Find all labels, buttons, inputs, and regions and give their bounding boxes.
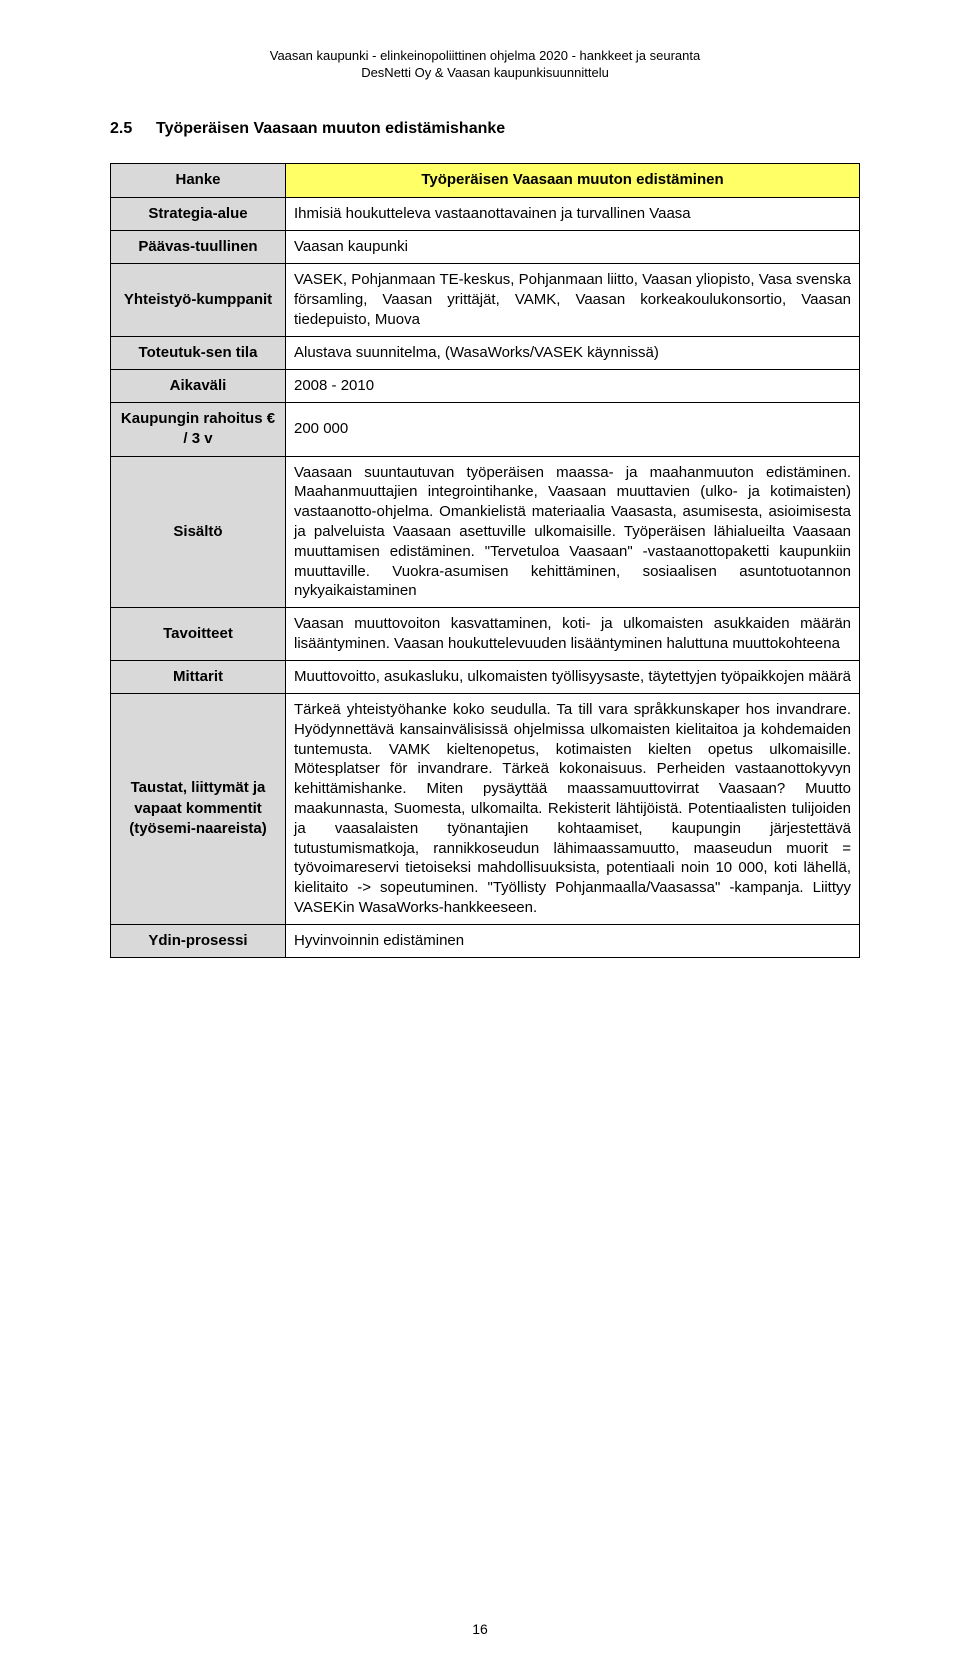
row-sisalto: Sisältö Vaasaan suuntautuvan työperäisen…: [111, 456, 860, 608]
doc-header-line2: DesNetti Oy & Vaasan kaupunkisuunnittelu: [110, 65, 860, 82]
row-hanke: Hanke Työperäisen Vaasaan muuton edistäm…: [111, 164, 860, 197]
row-mittarit: Mittarit Muuttovoitto, asukasluku, ulkom…: [111, 660, 860, 693]
label-taustat: Taustat, liittymät ja vapaat kommentit (…: [111, 693, 286, 924]
label-yhteistyo: Yhteistyö-kumppanit: [111, 264, 286, 336]
value-ydin: Hyvinvoinnin edistäminen: [286, 924, 860, 957]
value-taustat: Tärkeä yhteistyöhanke koko seudulla. Ta …: [286, 693, 860, 924]
row-strategia: Strategia-alue Ihmisiä houkutteleva vast…: [111, 197, 860, 230]
label-aikavali: Aikaväli: [111, 369, 286, 402]
value-rahoitus: 200 000: [286, 403, 860, 457]
label-strategia: Strategia-alue: [111, 197, 286, 230]
document-header: Vaasan kaupunki - elinkeinopoliittinen o…: [110, 48, 860, 82]
section-heading: 2.5Työperäisen Vaasaan muuton edistämish…: [110, 118, 860, 140]
row-paavastuu: Päävas-tuullinen Vaasan kaupunki: [111, 230, 860, 263]
label-paavastuu: Päävas-tuullinen: [111, 230, 286, 263]
label-rahoitus: Kaupungin rahoitus € / 3 v: [111, 403, 286, 457]
page-number: 16: [0, 1620, 960, 1639]
row-tavoitteet: Tavoitteet Vaasan muuttovoiton kasvattam…: [111, 608, 860, 661]
row-rahoitus: Kaupungin rahoitus € / 3 v 200 000: [111, 403, 860, 457]
doc-header-line1: Vaasan kaupunki - elinkeinopoliittinen o…: [110, 48, 860, 65]
row-yhteistyo: Yhteistyö-kumppanit VASEK, Pohjanmaan TE…: [111, 264, 860, 336]
section-number: 2.5: [110, 118, 156, 140]
row-toteutus: Toteutuk-sen tila Alustava suunnitelma, …: [111, 336, 860, 369]
label-mittarit: Mittarit: [111, 660, 286, 693]
value-toteutus: Alustava suunnitelma, (WasaWorks/VASEK k…: [286, 336, 860, 369]
value-yhteistyo: VASEK, Pohjanmaan TE-keskus, Pohjanmaan …: [286, 264, 860, 336]
value-aikavali: 2008 - 2010: [286, 369, 860, 402]
value-tavoitteet: Vaasan muuttovoiton kasvattaminen, koti-…: [286, 608, 860, 661]
page: Vaasan kaupunki - elinkeinopoliittinen o…: [0, 0, 960, 1669]
row-taustat: Taustat, liittymät ja vapaat kommentit (…: [111, 693, 860, 924]
label-hanke: Hanke: [111, 164, 286, 197]
row-aikavali: Aikaväli 2008 - 2010: [111, 369, 860, 402]
label-tavoitteet: Tavoitteet: [111, 608, 286, 661]
info-table: Hanke Työperäisen Vaasaan muuton edistäm…: [110, 163, 860, 958]
value-mittarit: Muuttovoitto, asukasluku, ulkomaisten ty…: [286, 660, 860, 693]
value-paavastuu: Vaasan kaupunki: [286, 230, 860, 263]
row-ydin: Ydin-prosessi Hyvinvoinnin edistäminen: [111, 924, 860, 957]
section-title: Työperäisen Vaasaan muuton edistämishank…: [156, 120, 505, 137]
label-sisalto: Sisältö: [111, 456, 286, 608]
label-toteutus: Toteutuk-sen tila: [111, 336, 286, 369]
value-sisalto: Vaasaan suuntautuvan työperäisen maassa-…: [286, 456, 860, 608]
label-ydin: Ydin-prosessi: [111, 924, 286, 957]
value-strategia: Ihmisiä houkutteleva vastaanottavainen j…: [286, 197, 860, 230]
value-hanke: Työperäisen Vaasaan muuton edistäminen: [286, 164, 860, 197]
